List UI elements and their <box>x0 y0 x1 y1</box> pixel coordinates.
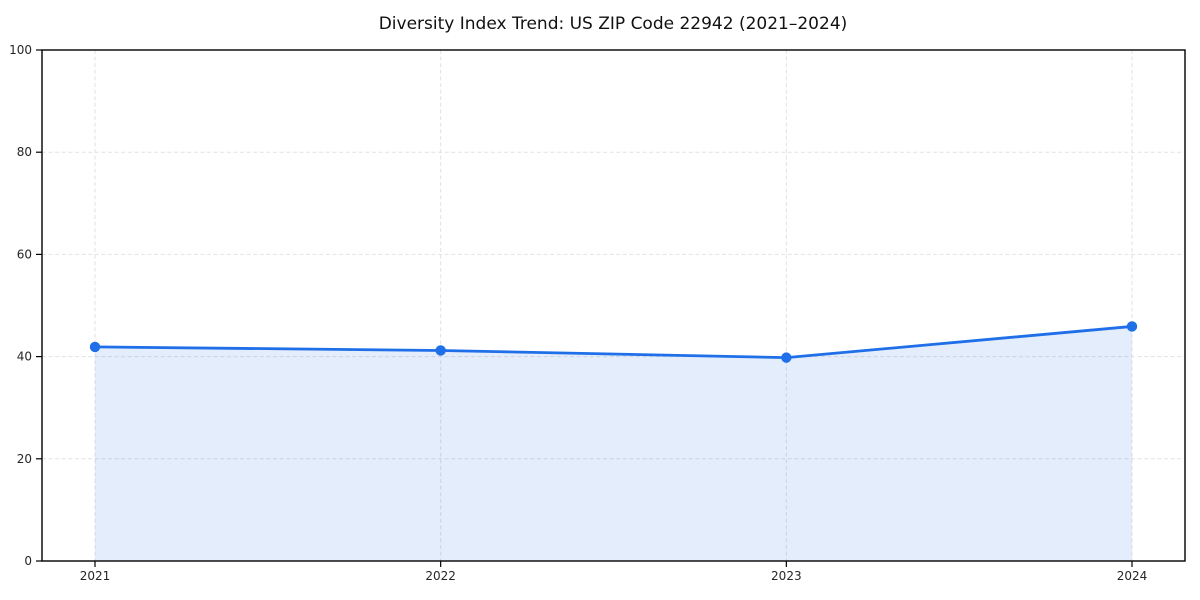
data-points <box>89 321 1138 363</box>
series-line <box>93 325 1134 360</box>
area-fill <box>95 326 1132 561</box>
y-tick-label: 100 <box>9 43 32 57</box>
plot-border <box>41 49 1186 562</box>
axis-tick-labels: 0 20 40 60 80 100 2021 2022 2023 2024 <box>9 43 1147 583</box>
y-tick-label: 0 <box>24 554 32 568</box>
x-tick-label: 2022 <box>425 569 456 583</box>
x-tick-label: 2021 <box>80 569 111 583</box>
data-point-marker <box>89 341 101 353</box>
x-tick-label: 2024 <box>1117 569 1148 583</box>
data-point-marker <box>435 345 446 356</box>
series-area-fill <box>95 326 1132 561</box>
y-tick-label: 20 <box>17 452 32 466</box>
x-tick-label: 2023 <box>771 569 802 583</box>
y-tick-label: 60 <box>17 247 32 261</box>
trend-line <box>93 325 1134 360</box>
axis-tick-marks <box>36 49 1133 567</box>
data-point-marker <box>1126 321 1138 332</box>
data-point-marker <box>781 352 792 363</box>
y-tick-label: 80 <box>17 145 32 159</box>
y-tick-label: 40 <box>17 350 32 364</box>
chart-title: Diversity Index Trend: US ZIP Code 22942… <box>379 14 848 34</box>
